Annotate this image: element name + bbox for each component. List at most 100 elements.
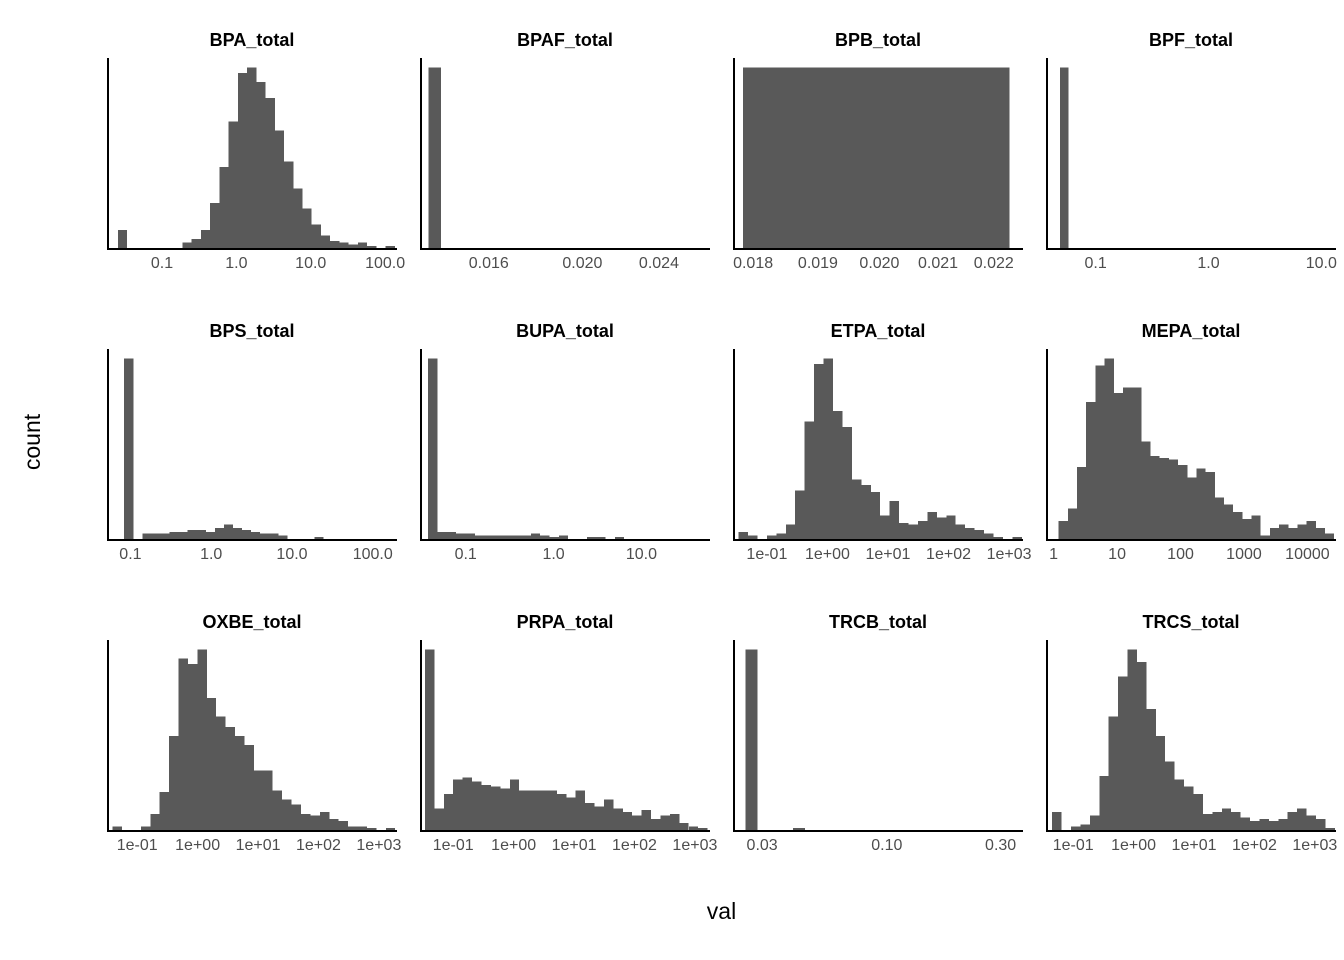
histogram-bar: [1251, 515, 1261, 539]
histogram-bar: [428, 358, 438, 539]
histogram-bar: [861, 484, 871, 539]
histogram-bar: [622, 811, 633, 830]
histogram-bar: [1269, 528, 1280, 539]
histogram-bar: [237, 72, 248, 248]
facet-panel: [1046, 58, 1336, 250]
histogram-bar: [614, 537, 625, 539]
x-tick-label: 1000: [1226, 546, 1262, 563]
facet-panel: [733, 349, 1023, 541]
histogram-bar: [502, 535, 513, 539]
histogram-bar: [235, 736, 245, 830]
histogram-bars: [124, 358, 324, 539]
histogram-bar: [993, 537, 1003, 539]
x-tick-label: 1e-01: [432, 837, 474, 854]
histogram-bar: [1297, 524, 1307, 539]
x-tick-label: 0.03: [746, 837, 778, 854]
histogram-bar: [776, 533, 786, 539]
histogram-bar: [117, 229, 128, 248]
facet-panel: [1046, 640, 1336, 832]
facet-MEPA_total: MEPA_total 1 10 100 1000 10000: [1046, 313, 1336, 570]
histogram-bar: [284, 161, 294, 248]
histogram-bar: [484, 535, 494, 539]
histogram-bar: [679, 822, 689, 830]
facet-strip-title: ETPA_total: [830, 320, 926, 341]
histogram-bar: [1099, 775, 1109, 830]
histogram-bar: [472, 781, 482, 830]
histogram-bar: [244, 745, 254, 830]
histogram-bar: [338, 820, 349, 830]
histogram-bar: [311, 224, 321, 248]
histogram-bar: [1233, 511, 1243, 539]
histogram-bar: [256, 81, 266, 248]
x-tick-label: 0.1: [454, 546, 477, 563]
x-tick-label: 0.022: [973, 255, 1014, 272]
x-tick-label: 0.016: [468, 255, 509, 272]
facet-panel: [420, 58, 710, 250]
histogram-bar: [547, 790, 557, 830]
histogram-bar: [795, 490, 805, 539]
histogram-bar: [558, 535, 569, 539]
histogram-bar: [1122, 387, 1133, 539]
histogram-bar: [955, 524, 966, 539]
histogram-bar: [282, 799, 292, 830]
histogram-bar: [216, 716, 226, 830]
histogram-bar: [319, 811, 330, 830]
histogram-bar: [1058, 520, 1068, 539]
histogram-bar: [1223, 504, 1234, 539]
histogram-bar: [424, 649, 435, 830]
histogram-bar: [870, 492, 881, 539]
x-axis-tick-row: 0.03 0.10 0.30: [733, 835, 1023, 861]
histogram-bar: [242, 529, 252, 539]
histogram-bar: [1168, 459, 1179, 539]
histogram-bar: [160, 533, 170, 539]
histogram-bar: [512, 535, 522, 539]
histogram-bar: [465, 533, 475, 539]
x-tick-label: 1.0: [200, 546, 223, 563]
histogram-bar: [851, 479, 862, 539]
facet-BUPA_total: BUPA_total 0.1 1.0 10.0: [420, 313, 710, 570]
x-tick-label: 10.0: [276, 546, 308, 563]
histogram-bar: [833, 410, 843, 539]
histogram-bar: [842, 427, 852, 539]
histogram-bar: [1077, 466, 1087, 539]
x-axis-tick-row: 0.1 1.0 10.0: [420, 544, 710, 570]
histogram-bar: [1095, 365, 1105, 539]
facet-strip-title: TRCS_total: [1142, 611, 1240, 632]
histogram-bar: [613, 808, 623, 830]
histogram-bar: [320, 235, 331, 248]
histogram-bar: [274, 130, 285, 248]
histogram-bar: [549, 537, 559, 539]
histogram-bar: [500, 788, 510, 830]
x-tick-label: 0.1: [1084, 255, 1107, 272]
x-tick-label: 1e+01: [551, 837, 597, 854]
histogram-bar: [219, 166, 229, 248]
histogram-bar: [1202, 813, 1213, 830]
histogram-bar: [974, 529, 985, 539]
histogram-bar: [748, 535, 758, 539]
histogram-bar: [1071, 826, 1081, 830]
x-tick-label: 1e+01: [1171, 837, 1217, 854]
y-axis-label: count: [18, 413, 45, 471]
histogram-bar: [1196, 468, 1206, 539]
histogram-bars: [117, 67, 395, 248]
facet-strip-title: PRPA_total: [516, 611, 614, 632]
histogram-bar: [206, 698, 217, 830]
facet-OXBE_total: OXBE_total 1e-01 1e+00 1e+01 1e+02 1e+03: [107, 604, 402, 861]
x-tick-label: 1e+01: [235, 837, 281, 854]
histogram-bar: [1132, 387, 1142, 539]
histogram-bar: [521, 535, 531, 539]
histogram-bar: [1141, 441, 1151, 539]
histogram-bar: [1187, 477, 1197, 539]
x-axis-tick-row: 1e-01 1e+00 1e+01 1e+02 1e+03: [107, 835, 402, 861]
histogram-bar: [984, 533, 994, 539]
histogram-bar: [1297, 808, 1307, 830]
histogram-bar: [140, 826, 151, 830]
histogram-bar: [1052, 811, 1062, 830]
histogram-bar: [265, 98, 275, 248]
histogram-bar: [509, 779, 520, 830]
histogram-bar: [785, 524, 796, 539]
x-tick-label: 0.1: [150, 255, 174, 272]
histogram-bar: [247, 67, 257, 248]
histogram-bar: [150, 813, 160, 830]
x-tick-label: 0.019: [797, 255, 838, 272]
